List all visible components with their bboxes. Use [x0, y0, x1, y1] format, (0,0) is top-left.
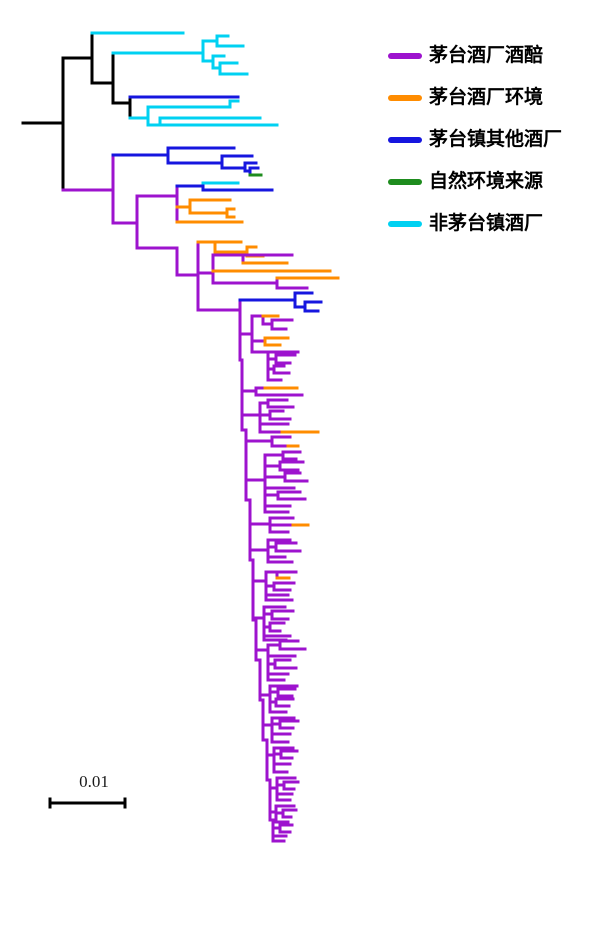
legend-item-other-distilleries: 茅台镇其他酒厂 [388, 130, 562, 150]
legend: 茅台酒厂酒醅 茅台酒厂环境 茅台镇其他酒厂 自然环境来源 非茅台镇酒厂 [388, 46, 562, 256]
legend-item-non-maotai-town: 非茅台镇酒厂 [388, 214, 562, 234]
legend-item-label: 茅台酒厂环境 [429, 87, 544, 108]
legend-item-label: 茅台酒厂酒醅 [429, 45, 544, 66]
legend-item-label: 自然环境来源 [429, 171, 544, 192]
legend-swatch-icon [388, 221, 422, 227]
legend-item-natural-source: 自然环境来源 [388, 172, 562, 192]
legend-item-label: 非茅台镇酒厂 [429, 213, 544, 234]
legend-item-label: 茅台镇其他酒厂 [429, 129, 563, 150]
legend-item-jiupei: 茅台酒厂酒醅 [388, 46, 562, 66]
legend-swatch-icon [388, 95, 422, 101]
legend-swatch-icon [388, 137, 422, 143]
legend-item-environment: 茅台酒厂环境 [388, 88, 562, 108]
legend-swatch-icon [388, 179, 422, 185]
scale-bar-label: 0.01 [79, 772, 109, 791]
legend-swatch-icon [388, 53, 422, 59]
